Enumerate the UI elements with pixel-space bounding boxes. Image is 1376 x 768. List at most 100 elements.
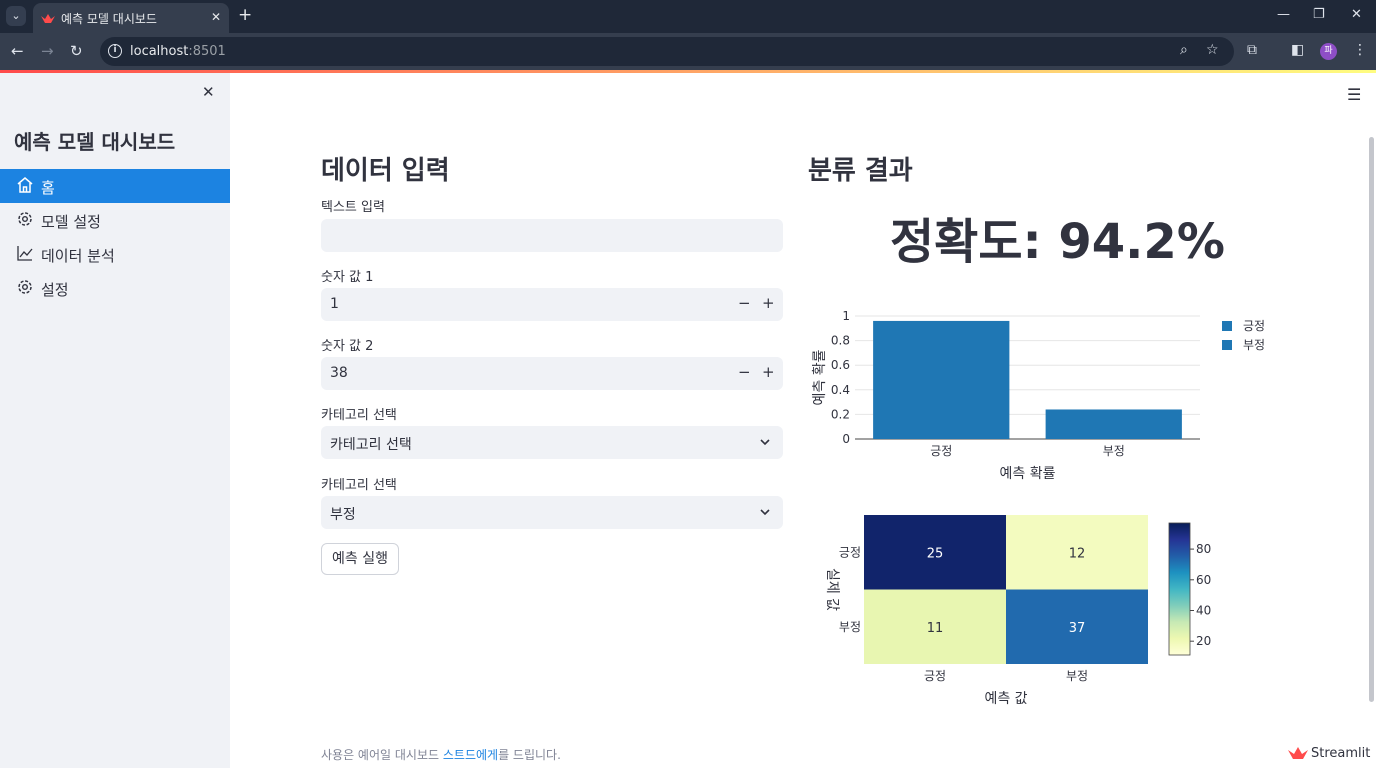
bar-chart-y-tick: 0 [842, 432, 850, 446]
sidebar-item-home[interactable]: 홈 [0, 169, 230, 203]
browser-tab-bar: ⌄ 예측 모델 대시보드 ✕ + — ❐ ✕ [0, 0, 1376, 33]
forward-icon[interactable]: → [41, 42, 54, 60]
legend-entry: 긍정 [1243, 319, 1265, 333]
streamlit-favicon-icon [41, 14, 55, 23]
zoom-icon[interactable]: ⌕ [1180, 42, 1188, 58]
result-section-title: 분류 결과 [808, 156, 913, 186]
reload-icon[interactable]: ↻ [70, 42, 83, 60]
colorbar-tick-label: 60 [1196, 573, 1211, 587]
line-chart-icon [17, 246, 33, 261]
bar-chart-y-tick: 0.2 [831, 407, 850, 421]
increment-button[interactable]: + [762, 294, 775, 312]
heatmap-cell-label: 25 [927, 546, 944, 561]
heatmap-cell-0-0 [864, 515, 1006, 590]
extensions-icon[interactable]: ⧉ [1247, 42, 1257, 58]
heatmap-x-label: 예측 값 [984, 691, 1027, 707]
sidebar-item-settings[interactable]: 설정 [0, 271, 230, 305]
legend-swatch [1222, 340, 1232, 350]
sidebar-item-model-settings[interactable]: 모델 설정 [0, 203, 230, 237]
bar-0 [873, 320, 1010, 439]
category2-label: 카테고리 선택 [321, 478, 397, 493]
bar-chart-y-tick: 1 [842, 309, 850, 323]
tab-title: 예측 모델 대시보드 [61, 12, 157, 26]
restore-icon[interactable]: ❐ [1313, 7, 1325, 22]
heatmap-y-tick: 부정 [839, 620, 861, 634]
bar-chart-x-tick: 긍정 [930, 444, 952, 458]
heatmap-cell-label: 11 [927, 621, 944, 636]
close-sidebar-icon[interactable]: ✕ [202, 83, 215, 101]
minimize-icon[interactable]: — [1277, 7, 1290, 22]
main-menu-icon[interactable]: ☰ [1347, 85, 1362, 104]
browser-tab[interactable]: 예측 모델 대시보드 ✕ [33, 3, 229, 33]
bar-chart-y-label: 예측 확률 [812, 349, 828, 405]
close-window-icon[interactable]: ✕ [1351, 7, 1362, 22]
legend-entry: 부정 [1243, 338, 1265, 352]
colorbar-tick-label: 20 [1196, 634, 1211, 648]
main-scrollbar[interactable] [1369, 137, 1374, 702]
sidebar-item-label: 설정 [41, 281, 69, 299]
heatmap-y-tick: 긍정 [839, 545, 861, 559]
side-panel-icon[interactable]: ◧ [1291, 42, 1305, 58]
category2-value: 부정 [330, 507, 356, 523]
address-bar[interactable]: i localhost:8501 ⌕ ☆ [100, 37, 1234, 66]
heatmap-cell-label: 37 [1069, 621, 1086, 636]
heatmap-cell-label: 12 [1069, 546, 1086, 561]
sidebar-item-data-analysis[interactable]: 데이터 분석 [0, 237, 230, 271]
heatmap-cell-0-1 [1006, 515, 1148, 590]
streamlit-brand[interactable]: Streamlit [1288, 746, 1370, 761]
sidebar: ✕ 예측 모델 대시보드 홈 모델 설정 데이터 분석 설정 [0, 73, 230, 768]
chevron-down-icon [760, 509, 770, 516]
heatmap-y-label: 실제 값 [824, 568, 840, 611]
text-input[interactable] [321, 219, 783, 252]
gear-icon [18, 212, 32, 226]
legend-swatch [1222, 321, 1232, 331]
site-info-icon[interactable]: i [108, 44, 122, 58]
heatmap-cell-1-0 [864, 589, 1006, 664]
url-text: localhost:8501 [130, 44, 226, 59]
sidebar-item-label: 홈 [41, 179, 55, 197]
sidebar-title: 예측 모델 대시보드 [14, 130, 176, 154]
back-icon[interactable]: ← [11, 42, 24, 60]
text-input-label: 텍스트 입력 [321, 200, 385, 215]
tab-search-button[interactable]: ⌄ [6, 6, 26, 26]
bookmark-star-icon[interactable]: ☆ [1206, 42, 1219, 58]
input-section-title: 데이터 입력 [321, 156, 450, 186]
category2-select[interactable]: 부정 [321, 496, 783, 529]
decrement-button[interactable]: − [738, 294, 751, 312]
bar-1 [1045, 409, 1182, 439]
number2-input[interactable]: 38 − + [321, 357, 783, 390]
browser-toolbar: ← → ↻ i localhost:8501 ⌕ ☆ ⧉ ◧ 파 ⋮ [0, 33, 1376, 70]
increment-button[interactable]: + [762, 363, 775, 381]
browser-menu-icon[interactable]: ⋮ [1353, 42, 1367, 58]
decrement-button[interactable]: − [738, 363, 751, 381]
number2-label: 숫자 값 2 [321, 339, 374, 354]
footer-link[interactable]: 스트드에게 [442, 748, 499, 762]
number1-value: 1 [330, 296, 339, 312]
heatmap-cell-1-1 [1006, 589, 1148, 664]
heatmap-x-tick: 긍정 [924, 669, 946, 683]
sidebar-item-label: 모델 설정 [41, 213, 101, 231]
number2-value: 38 [330, 365, 348, 381]
number1-label: 숫자 값 1 [321, 270, 374, 285]
new-tab-icon[interactable]: + [238, 5, 253, 25]
close-tab-icon[interactable]: ✕ [210, 10, 221, 24]
bar-chart-y-tick: 0.8 [831, 334, 850, 348]
category1-select[interactable]: 카테고리 선택 [321, 426, 783, 459]
footer-text: 사용은 예어일 대시보드 스트드에게를 드립니다. [321, 748, 561, 762]
colorbar-tick-label: 80 [1196, 542, 1211, 556]
bar-chart-x-label: 예측 확률 [1000, 466, 1056, 482]
category1-value: 카테고리 선택 [330, 437, 412, 453]
streamlit-decoration-bar [0, 70, 1376, 73]
profile-avatar[interactable]: 파 [1320, 43, 1337, 60]
bar-chart-x-tick: 부정 [1103, 444, 1125, 458]
streamlit-logo-icon [1288, 747, 1308, 759]
heatmap-x-tick: 부정 [1066, 669, 1088, 683]
home-icon [17, 177, 33, 193]
bar-chart-y-tick: 0.6 [831, 358, 850, 372]
number1-input[interactable]: 1 − + [321, 288, 783, 321]
run-prediction-button[interactable]: 예측 실행 [321, 543, 399, 575]
heatmap-colorbar [1168, 522, 1191, 656]
bar-chart-y-tick: 0.4 [831, 383, 850, 397]
